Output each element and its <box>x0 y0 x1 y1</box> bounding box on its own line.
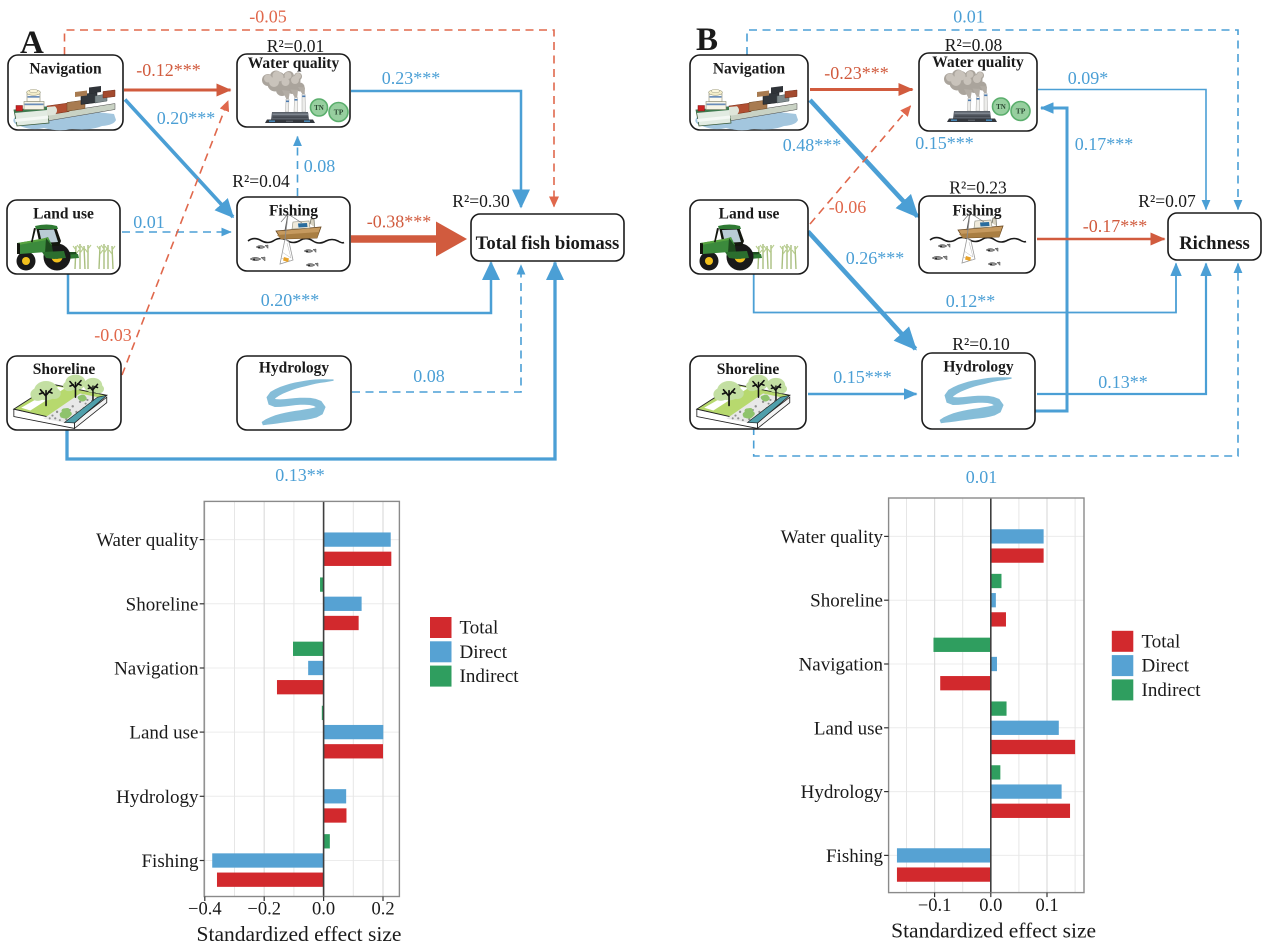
svg-text:R²=0.07: R²=0.07 <box>1138 191 1196 211</box>
svg-text:Hydrology: Hydrology <box>943 359 1014 376</box>
svg-text:Water quality: Water quality <box>932 54 1024 71</box>
svg-text:0.01: 0.01 <box>966 467 998 487</box>
svg-text:Standardized effect size: Standardized effect size <box>891 919 1096 943</box>
svg-text:Shoreline: Shoreline <box>33 361 96 378</box>
svg-text:0.0: 0.0 <box>979 896 1002 916</box>
svg-text:Shoreline: Shoreline <box>717 361 780 378</box>
svg-text:0.17***: 0.17*** <box>1075 134 1134 154</box>
svg-text:0.01: 0.01 <box>953 7 985 27</box>
svg-text:−0.2: −0.2 <box>247 900 281 920</box>
svg-text:R²=0.10: R²=0.10 <box>952 334 1010 354</box>
svg-text:R²=0.04: R²=0.04 <box>232 171 290 191</box>
svg-text:-0.05: -0.05 <box>249 7 287 27</box>
svg-text:-0.17***: -0.17*** <box>1083 216 1148 236</box>
svg-text:Indirect: Indirect <box>1142 680 1202 701</box>
svg-text:−0.1: −0.1 <box>918 896 952 916</box>
svg-text:Water quality: Water quality <box>781 527 884 548</box>
svg-text:Total: Total <box>1142 631 1181 652</box>
svg-text:0.08: 0.08 <box>413 366 445 386</box>
svg-text:B: B <box>696 22 718 58</box>
svg-text:Navigation: Navigation <box>29 61 102 78</box>
svg-text:TN: TN <box>996 103 1006 111</box>
svg-text:Richness: Richness <box>1179 233 1250 254</box>
svg-text:0.20***: 0.20*** <box>157 108 216 128</box>
svg-text:R²=0.30: R²=0.30 <box>452 191 510 211</box>
svg-text:−0.4: −0.4 <box>188 900 222 920</box>
svg-text:Fishing: Fishing <box>952 203 1001 220</box>
svg-text:0.20***: 0.20*** <box>261 290 320 310</box>
svg-text:0.13**: 0.13** <box>1098 372 1148 392</box>
svg-text:0.48***: 0.48*** <box>783 135 842 155</box>
svg-text:0.01: 0.01 <box>133 212 165 232</box>
svg-text:0.08: 0.08 <box>304 156 336 176</box>
svg-text:Navigation: Navigation <box>713 61 786 78</box>
svg-text:R²=0.23: R²=0.23 <box>949 178 1007 198</box>
svg-text:Direct: Direct <box>1142 656 1190 677</box>
svg-text:0.26***: 0.26*** <box>846 248 905 268</box>
svg-text:Land use: Land use <box>129 723 198 744</box>
svg-text:Indirect: Indirect <box>460 666 520 687</box>
svg-text:TN: TN <box>314 104 324 112</box>
svg-text:Land use: Land use <box>814 718 883 739</box>
svg-text:0.13**: 0.13** <box>275 465 325 485</box>
svg-text:Land use: Land use <box>33 206 94 223</box>
svg-text:0.1: 0.1 <box>1035 896 1058 916</box>
svg-text:Hydrology: Hydrology <box>801 782 884 803</box>
svg-text:Shoreline: Shoreline <box>810 591 883 612</box>
svg-text:Total fish biomass: Total fish biomass <box>476 233 620 254</box>
svg-text:0.15***: 0.15*** <box>915 133 974 153</box>
svg-text:Direct: Direct <box>460 642 508 663</box>
svg-text:TP: TP <box>1016 107 1026 116</box>
svg-text:Fishing: Fishing <box>269 203 318 220</box>
svg-text:-0.06: -0.06 <box>829 197 867 217</box>
svg-text:Standardized effect size: Standardized effect size <box>197 922 402 946</box>
svg-text:Hydrology: Hydrology <box>116 787 199 808</box>
svg-text:0.15***: 0.15*** <box>833 367 892 387</box>
svg-text:-0.38***: -0.38*** <box>367 212 432 232</box>
svg-text:Navigation: Navigation <box>799 655 884 676</box>
svg-text:Fishing: Fishing <box>826 846 884 867</box>
svg-text:0.09*: 0.09* <box>1068 68 1109 88</box>
svg-text:R²=0.08: R²=0.08 <box>945 35 1003 55</box>
svg-text:Land use: Land use <box>719 206 780 223</box>
svg-text:Fishing: Fishing <box>141 851 199 872</box>
svg-text:0.0: 0.0 <box>312 900 335 920</box>
svg-text:R²=0.01: R²=0.01 <box>267 36 324 56</box>
svg-text:Total: Total <box>460 618 499 639</box>
svg-text:Water quality: Water quality <box>248 55 340 72</box>
svg-text:Hydrology: Hydrology <box>259 360 330 377</box>
svg-text:-0.12***: -0.12*** <box>136 60 201 80</box>
svg-text:Navigation: Navigation <box>114 659 199 680</box>
svg-text:0.12**: 0.12** <box>946 291 996 311</box>
svg-text:TP: TP <box>334 108 344 117</box>
svg-text:Shoreline: Shoreline <box>126 594 199 615</box>
svg-text:-0.23***: -0.23*** <box>824 63 889 83</box>
svg-text:-0.03: -0.03 <box>94 325 132 345</box>
svg-text:0.2: 0.2 <box>371 900 394 920</box>
svg-text:0.23***: 0.23*** <box>382 68 441 88</box>
svg-text:A: A <box>20 25 44 61</box>
svg-text:Water quality: Water quality <box>96 530 199 551</box>
